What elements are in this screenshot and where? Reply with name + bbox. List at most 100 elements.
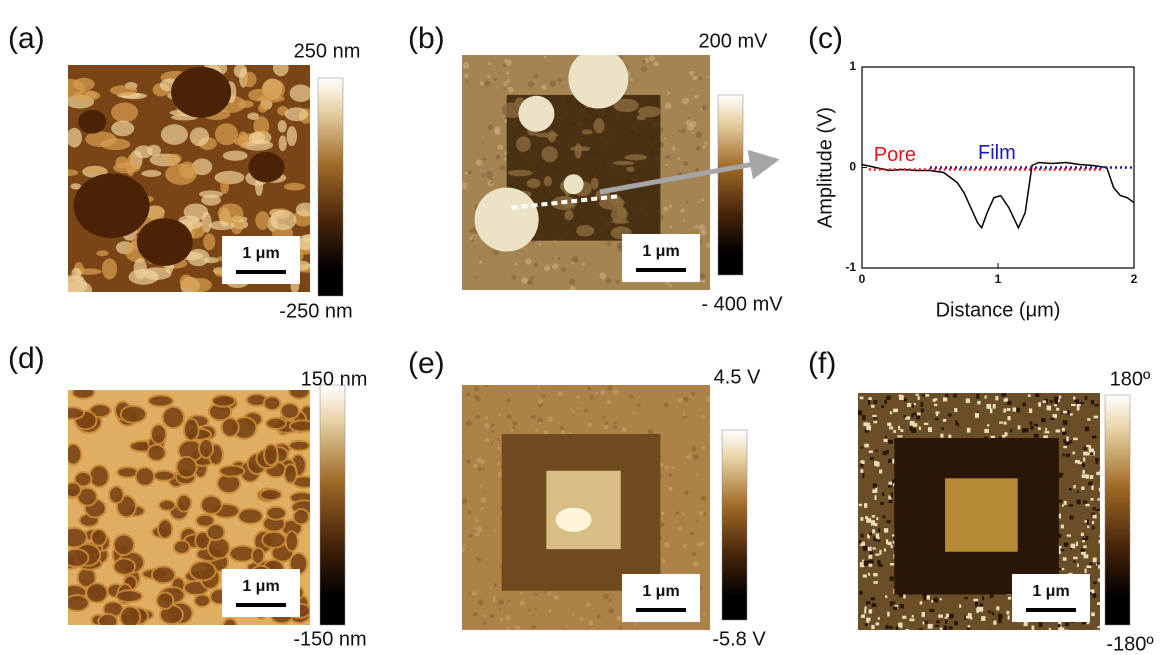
texture: [882, 516, 885, 518]
texture: [73, 78, 95, 91]
texture: [115, 156, 128, 168]
texture: [955, 420, 957, 425]
texture: [101, 138, 131, 150]
texture: [62, 276, 87, 295]
texture: [984, 429, 989, 433]
texture: [464, 74, 469, 79]
texture: [702, 199, 705, 202]
texture: [954, 621, 958, 625]
texture: [558, 392, 563, 397]
texture: [560, 426, 564, 430]
texture: [528, 609, 530, 611]
texture: [494, 583, 498, 587]
texture: [902, 616, 906, 619]
texture: [477, 467, 481, 471]
texture: [1077, 500, 1081, 505]
colorbar: [1105, 395, 1130, 625]
texture: [614, 426, 618, 430]
texture: [699, 273, 705, 279]
texture: [879, 470, 882, 474]
texture: [701, 495, 707, 501]
texture: [1008, 615, 1010, 619]
texture: [1092, 515, 1096, 519]
texture: [473, 464, 477, 468]
pore: [65, 444, 81, 465]
texture: [1082, 474, 1087, 478]
texture: [876, 539, 881, 541]
texture: [1064, 630, 1069, 635]
texture: [694, 95, 698, 99]
texture: [528, 81, 534, 87]
texture: [1050, 400, 1053, 403]
texture: [1092, 436, 1097, 439]
texture: [1085, 504, 1089, 506]
texture: [604, 422, 607, 425]
texture: [223, 151, 248, 161]
texture: [1060, 549, 1064, 551]
texture: [903, 415, 906, 417]
texture: [1084, 554, 1089, 558]
texture: [584, 409, 588, 413]
texture: [1081, 486, 1084, 490]
texture: [1077, 404, 1081, 406]
texture: [492, 596, 496, 600]
texture: [934, 404, 937, 406]
texture: [473, 612, 477, 616]
texture: [871, 405, 874, 408]
texture: [904, 398, 907, 401]
texture: [1078, 462, 1082, 464]
texture: [1064, 501, 1067, 505]
texture: [617, 242, 623, 248]
texture: [917, 413, 921, 416]
texture: [625, 154, 647, 160]
texture: [933, 599, 938, 602]
texture: [888, 485, 892, 488]
texture: [1098, 564, 1101, 568]
texture: [941, 427, 943, 430]
texture: [487, 75, 490, 78]
texture: [684, 490, 689, 495]
colorbar-max: 180º: [1110, 368, 1151, 390]
texture: [499, 608, 501, 610]
colorbar-min: -250 nm: [279, 300, 352, 322]
texture: [948, 413, 951, 416]
texture: [1094, 416, 1099, 419]
texture: [1069, 441, 1072, 444]
x-axis-label: Distance (μm): [936, 299, 1061, 321]
texture: [889, 626, 893, 629]
colorbar-min: -5.8 V: [712, 628, 766, 650]
texture: [858, 410, 862, 415]
panel-label: (d): [8, 342, 45, 375]
texture: [569, 279, 575, 285]
pore: [293, 509, 309, 524]
texture: [1090, 452, 1093, 455]
texture: [865, 623, 868, 626]
texture: [247, 113, 259, 120]
texture: [1086, 565, 1091, 568]
texture: [890, 411, 892, 414]
colorbar-max: 200 mV: [699, 30, 769, 52]
texture: [648, 429, 654, 435]
texture: [670, 226, 672, 228]
scale-bar-label: 1 μm: [1032, 583, 1069, 600]
pore: [61, 528, 86, 548]
texture: [919, 629, 923, 632]
pore: [184, 419, 199, 441]
texture: [896, 626, 898, 631]
texture: [604, 425, 608, 429]
texture: [864, 503, 867, 508]
texture: [665, 466, 669, 470]
texture: [111, 121, 134, 137]
texture: [249, 132, 265, 144]
texture: [990, 408, 992, 413]
texture: [589, 395, 593, 399]
texture: [467, 171, 471, 175]
pore: [568, 49, 628, 109]
texture: [135, 145, 153, 158]
texture: [690, 121, 697, 128]
colorbar-min: - 400 mV: [701, 293, 783, 315]
texture: [590, 627, 595, 632]
texture: [1029, 422, 1032, 425]
texture: [532, 625, 536, 629]
pore: [264, 396, 281, 410]
